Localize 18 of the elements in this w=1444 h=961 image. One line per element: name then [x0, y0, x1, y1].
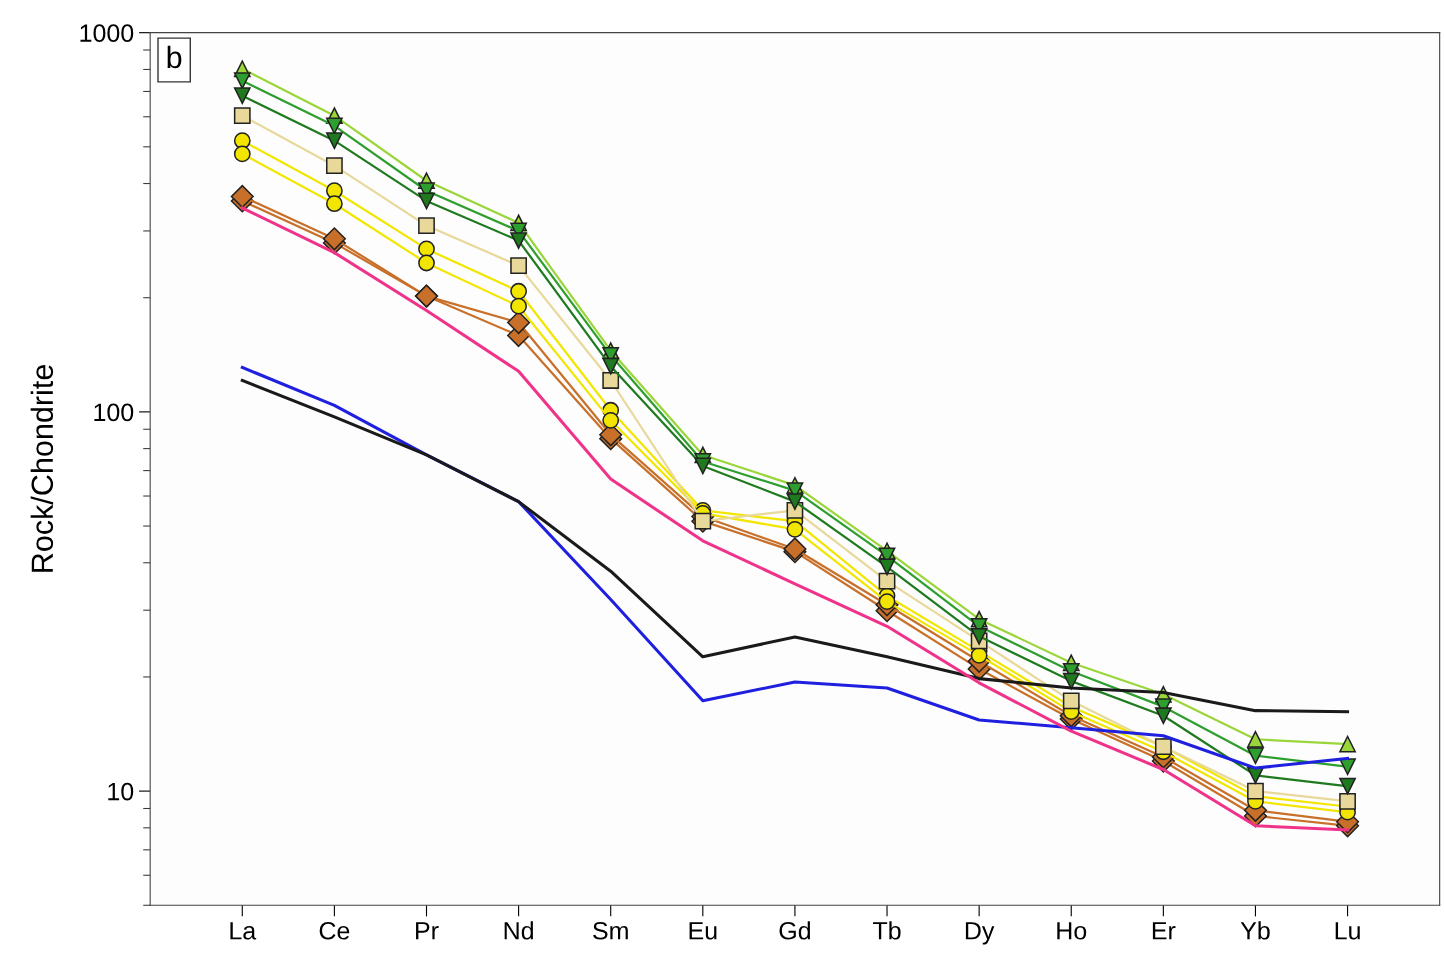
y-tick-label: 10: [108, 782, 134, 801]
x-tick-label: La: [230, 922, 257, 940]
x-tick-label: Eu: [689, 922, 717, 940]
x-tick-label: Dy: [965, 922, 995, 945]
x-tick-label: Pr: [416, 922, 439, 940]
x-tick-label: Sm: [593, 921, 628, 940]
x-tick-label: Er: [1152, 922, 1176, 940]
y-tick-label: 1000: [80, 24, 134, 42]
x-tick-label: Gd: [779, 921, 810, 940]
x-tick-label: Yb: [1240, 921, 1270, 940]
x-tick-label: Ce: [319, 921, 350, 940]
x-tick-label: Ho: [1057, 922, 1087, 940]
annotation: b: [167, 45, 182, 69]
x-tick-label: Lu: [1335, 922, 1360, 940]
x-tick-label: Tb: [873, 921, 901, 940]
x-tick-label: Nd: [504, 921, 533, 940]
y-axis-title: Rock/Chondrite: [30, 365, 54, 572]
y-tick-label: 100: [94, 403, 134, 422]
